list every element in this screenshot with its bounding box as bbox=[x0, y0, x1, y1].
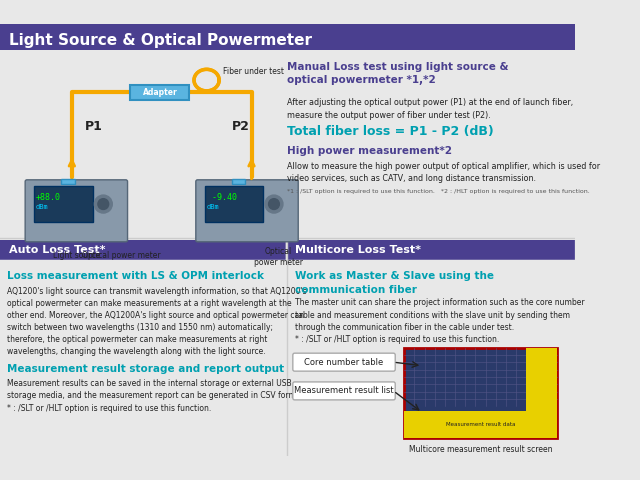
FancyBboxPatch shape bbox=[131, 84, 189, 100]
Text: Optical
power meter: Optical power meter bbox=[254, 247, 303, 266]
FancyBboxPatch shape bbox=[196, 180, 298, 242]
Text: P2: P2 bbox=[232, 120, 250, 133]
FancyBboxPatch shape bbox=[526, 348, 557, 411]
FancyBboxPatch shape bbox=[25, 180, 127, 242]
Text: P1: P1 bbox=[85, 120, 103, 133]
Text: Multicore measurement result screen: Multicore measurement result screen bbox=[409, 445, 552, 454]
Text: Measurement result list: Measurement result list bbox=[294, 386, 394, 396]
FancyBboxPatch shape bbox=[404, 411, 557, 438]
Text: Auto Loss Test*: Auto Loss Test* bbox=[9, 245, 106, 255]
Text: Adapter: Adapter bbox=[143, 88, 177, 97]
FancyBboxPatch shape bbox=[0, 49, 283, 238]
FancyBboxPatch shape bbox=[232, 179, 245, 184]
FancyBboxPatch shape bbox=[34, 186, 93, 222]
Text: Work as Master & Slave using the
communication fiber: Work as Master & Slave using the communi… bbox=[294, 271, 493, 295]
Circle shape bbox=[98, 199, 109, 209]
FancyBboxPatch shape bbox=[293, 382, 396, 400]
Text: Total fiber loss = P1 - P2 (dB): Total fiber loss = P1 - P2 (dB) bbox=[287, 125, 494, 138]
Text: Manual Loss test using light source &
optical powermeter *1,*2: Manual Loss test using light source & op… bbox=[287, 62, 509, 85]
Circle shape bbox=[269, 199, 279, 209]
Circle shape bbox=[94, 195, 112, 213]
FancyBboxPatch shape bbox=[287, 240, 575, 260]
FancyBboxPatch shape bbox=[61, 179, 74, 184]
Text: AQ1200's light source can transmit wavelength information, so that AQ1200's
opti: AQ1200's light source can transmit wavel… bbox=[7, 287, 307, 357]
Text: The master unit can share the project information such as the core number
table : The master unit can share the project in… bbox=[294, 299, 584, 344]
Text: Allow to measure the high power output of optical amplifier, which is used for
v: Allow to measure the high power output o… bbox=[287, 162, 600, 183]
FancyBboxPatch shape bbox=[0, 240, 285, 260]
Text: Core number table: Core number table bbox=[305, 358, 383, 367]
Text: Fiber under test: Fiber under test bbox=[223, 67, 284, 76]
Text: Light Source & Optical Powermeter: Light Source & Optical Powermeter bbox=[9, 33, 312, 48]
FancyBboxPatch shape bbox=[404, 348, 557, 438]
Text: Measurement results can be saved in the internal storage or external USB
storage: Measurement results can be saved in the … bbox=[7, 379, 307, 412]
FancyBboxPatch shape bbox=[293, 353, 396, 371]
Text: After adjusting the optical output power (P1) at the end of launch fiber,
measur: After adjusting the optical output power… bbox=[287, 98, 573, 120]
Text: *1 : /SLT option is required to use this function.   *2 : /HLT option is require: *1 : /SLT option is required to use this… bbox=[287, 189, 590, 194]
Text: +88.0: +88.0 bbox=[36, 192, 61, 202]
Text: Loss measurement with LS & OPM interlock: Loss measurement with LS & OPM interlock bbox=[7, 271, 264, 281]
FancyBboxPatch shape bbox=[0, 24, 575, 49]
Text: High power measurement*2: High power measurement*2 bbox=[287, 146, 452, 156]
Text: -9.40: -9.40 bbox=[207, 192, 237, 202]
Circle shape bbox=[265, 195, 283, 213]
Text: Optical power meter: Optical power meter bbox=[82, 251, 161, 260]
Text: Light source: Light source bbox=[52, 251, 100, 260]
Text: Measurement result data: Measurement result data bbox=[446, 421, 515, 427]
FancyBboxPatch shape bbox=[205, 186, 263, 222]
Text: dBm: dBm bbox=[207, 204, 220, 210]
Text: Multicore Loss Test*: Multicore Loss Test* bbox=[294, 245, 420, 255]
Text: Measurement result storage and report output: Measurement result storage and report ou… bbox=[7, 364, 284, 374]
Text: dBm: dBm bbox=[36, 204, 49, 210]
